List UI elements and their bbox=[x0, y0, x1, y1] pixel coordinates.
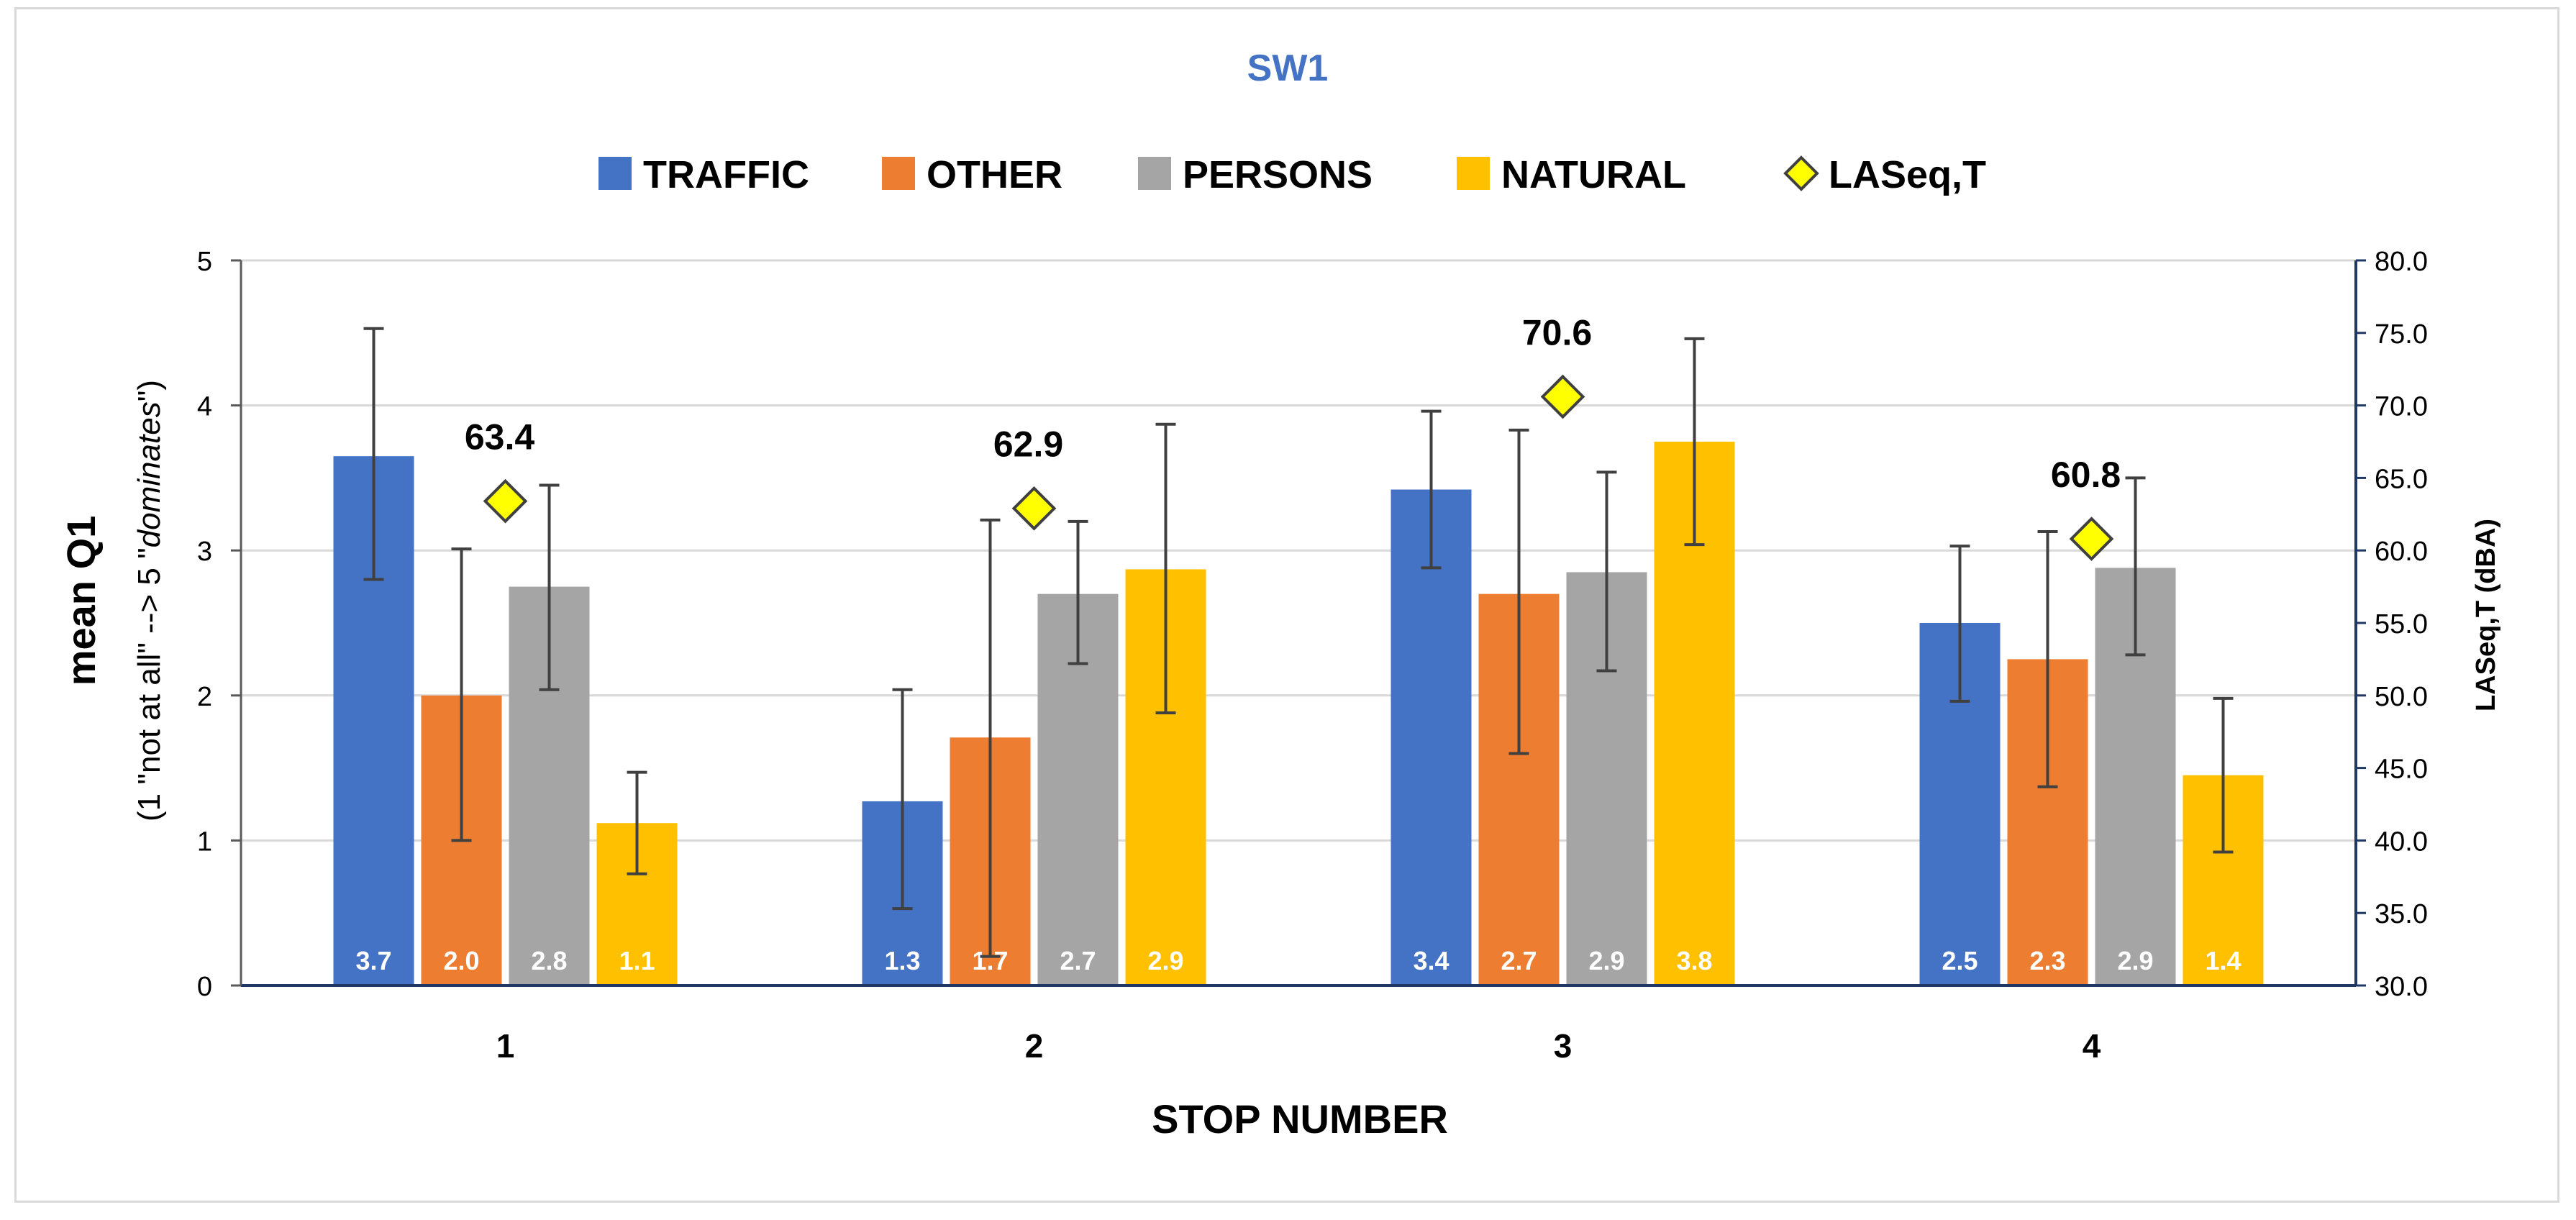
legend: TRAFFIC OTHER PERSONS NATURAL LASeq,T bbox=[599, 153, 1986, 196]
bar-value-label: 3.4 bbox=[1413, 946, 1449, 975]
y2-tick-label: 65.0 bbox=[2375, 464, 2428, 494]
legend-swatch-laseq bbox=[1783, 155, 1819, 191]
x-tick-label: 3 bbox=[1554, 1027, 1573, 1065]
y-axis-subtitle-pre: (1 "not at all" --> 5 " bbox=[132, 547, 167, 821]
legend-swatch-natural bbox=[1457, 157, 1490, 190]
legend-label: NATURAL bbox=[1501, 153, 1686, 196]
bar-value-label: 2.3 bbox=[2029, 946, 2065, 975]
bar-value-label: 2.5 bbox=[1942, 946, 1977, 975]
y-tick-label: 3 bbox=[197, 537, 212, 567]
bars: 3.7 1.3 3.4 2.52.0 1.7 2.7 2.32.8 2.7 2.9 2.91.1 2… bbox=[333, 442, 2264, 985]
bar-value-label: 2.9 bbox=[1147, 946, 1183, 975]
axes bbox=[231, 259, 2366, 987]
y2-tick-label: 55.0 bbox=[2375, 609, 2428, 639]
bar-traffic-stop-3 bbox=[1391, 489, 1472, 985]
bar-value-label: 3.8 bbox=[1676, 946, 1712, 975]
x-axis-title: STOP NUMBER bbox=[1152, 1096, 1448, 1142]
bar-value-label: 2.7 bbox=[1501, 946, 1537, 975]
bar-value-label: 2.9 bbox=[1588, 946, 1624, 975]
x-tick-label: 1 bbox=[496, 1027, 515, 1065]
y2-tick-label: 75.0 bbox=[2375, 319, 2428, 350]
legend-label: PERSONS bbox=[1183, 153, 1373, 196]
y2-tick-label: 40.0 bbox=[2375, 827, 2428, 857]
laseq-value-label: 60.8 bbox=[2051, 455, 2121, 495]
laseq-value-label: 63.4 bbox=[465, 417, 535, 458]
y-tick-label: 0 bbox=[197, 972, 212, 1002]
y2-axis-title-group: LASeq,T (dBA) bbox=[2471, 519, 2501, 711]
y2-tick-label: 80.0 bbox=[2375, 247, 2428, 277]
laseq-marker bbox=[483, 478, 528, 524]
y-tick-label: 2 bbox=[197, 682, 212, 712]
legend-label: TRAFFIC bbox=[643, 153, 809, 196]
bar-value-label: 2.8 bbox=[531, 946, 567, 975]
bar-value-label: 3.7 bbox=[355, 946, 391, 975]
error-bars bbox=[363, 327, 2234, 958]
laseq-value-label: 70.6 bbox=[1522, 313, 1592, 353]
legend-label: LASeq,T bbox=[1829, 153, 1986, 196]
bar-value-label: 2.7 bbox=[1060, 946, 1096, 975]
laseq-markers: 63.4 62.9 70.6 60.8 bbox=[465, 313, 2121, 561]
laseq-marker bbox=[2069, 516, 2114, 561]
y-axis-subtitle: (1 "not at all" --> 5 "dominates") bbox=[132, 380, 167, 821]
gridlines bbox=[241, 259, 2356, 842]
laseq-marker bbox=[1011, 486, 1057, 531]
y2-tick-label: 60.0 bbox=[2375, 537, 2428, 567]
bar-value-label: 1.4 bbox=[2205, 946, 2241, 975]
y-tick-label: 1 bbox=[197, 827, 212, 857]
y2-tick-label: 35.0 bbox=[2375, 899, 2428, 929]
legend-swatch-traffic bbox=[599, 157, 632, 190]
bar-value-label: 2.0 bbox=[443, 946, 479, 975]
y2-tick-label: 50.0 bbox=[2375, 682, 2428, 712]
y2-tick-label: 45.0 bbox=[2375, 755, 2428, 785]
y-axis-title: mean Q1 bbox=[58, 516, 104, 686]
tick-labels: 0 1 2 3 4 5 30.0 35.0 40.0 45.0 50.0 55.0 60.0 65.0 70… bbox=[197, 247, 2428, 1065]
y2-tick-label: 30.0 bbox=[2375, 972, 2428, 1002]
bar-value-label: 1.3 bbox=[884, 946, 920, 975]
y-axis-title-group: mean Q1 bbox=[58, 516, 104, 686]
x-tick-label: 4 bbox=[2083, 1027, 2101, 1065]
y-axis-subtitle-italic: dominates bbox=[132, 401, 167, 547]
chart-title: SW1 bbox=[1247, 47, 1329, 89]
y-axis-subtitle-group: (1 "not at all" --> 5 "dominates") bbox=[132, 380, 167, 821]
y2-tick-label: 70.0 bbox=[2375, 392, 2428, 422]
legend-swatch-persons bbox=[1138, 157, 1171, 190]
legend-label: OTHER bbox=[927, 153, 1062, 196]
y-tick-label: 4 bbox=[197, 392, 212, 422]
x-tick-label: 2 bbox=[1025, 1027, 1044, 1065]
y-tick-label: 5 bbox=[197, 247, 212, 277]
y2-axis-title: LASeq,T (dBA) bbox=[2471, 519, 2501, 711]
bar-value-label: 2.9 bbox=[2117, 946, 2153, 975]
bar-value-label: 1.1 bbox=[619, 946, 655, 975]
laseq-marker bbox=[1540, 374, 1585, 419]
laseq-value-label: 62.9 bbox=[993, 424, 1063, 465]
y-axis-subtitle-post: ") bbox=[132, 380, 167, 401]
legend-swatch-other bbox=[882, 157, 915, 190]
